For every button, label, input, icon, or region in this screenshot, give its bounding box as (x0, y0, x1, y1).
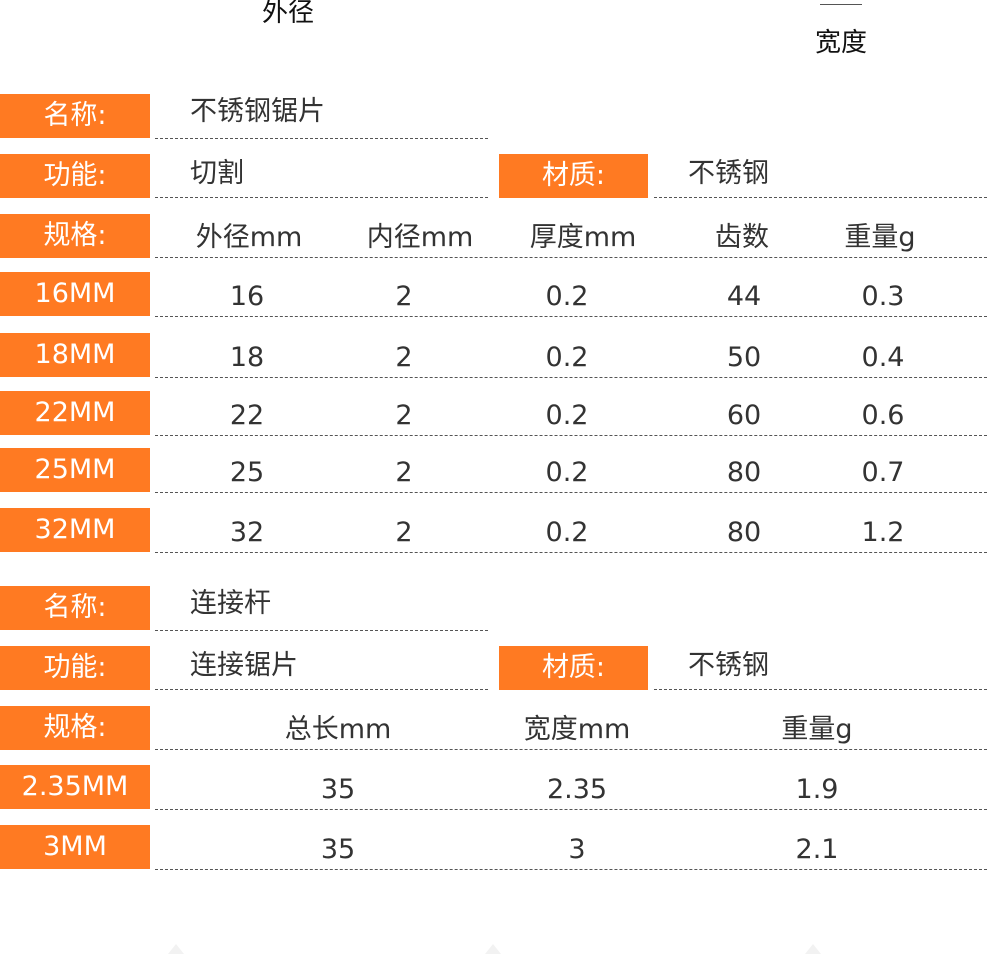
size-label: 2.35MM (0, 765, 150, 809)
table-cell: 0.2 (545, 400, 589, 431)
name-label: 名称: (0, 94, 150, 138)
size-label: 18MM (0, 333, 150, 377)
table-cell: 1.2 (861, 517, 905, 548)
table-cell: 44 (726, 281, 762, 312)
table-cell: 0.2 (545, 281, 589, 312)
table-cell: 80 (726, 457, 762, 488)
width-label: 宽度 (815, 28, 868, 58)
table-cell: 22 (229, 400, 265, 431)
spec-label: 规格: (0, 214, 150, 258)
table-cell: 0.4 (861, 342, 905, 373)
material-label: 材质: (499, 646, 648, 690)
table-cell: 2.35 (546, 774, 608, 805)
table-cell: 18 (229, 342, 265, 373)
column-header: 重量g (844, 222, 916, 253)
table-cell: 2 (395, 281, 413, 312)
divider (155, 377, 987, 378)
divider (155, 809, 987, 810)
size-label: 16MM (0, 272, 150, 316)
size-label: 32MM (0, 508, 150, 552)
divider (654, 197, 987, 198)
divider (155, 197, 488, 198)
table-cell: 2 (395, 457, 413, 488)
table-cell: 16 (229, 281, 265, 312)
spec-label: 规格: (0, 706, 150, 750)
table-cell: 60 (726, 400, 762, 431)
divider (155, 552, 987, 553)
divider (155, 435, 987, 436)
width-dimension-line (820, 4, 862, 5)
table-cell: 3 (568, 834, 586, 865)
table-cell: 0.6 (861, 400, 905, 431)
table-cell: 32 (229, 517, 265, 548)
outer-diameter-label: 外径 (262, 0, 315, 28)
column-header: 厚度mm (529, 222, 637, 253)
function-label: 功能: (0, 154, 150, 198)
name-value: 连接杆 (190, 588, 271, 619)
table-cell: 0.7 (861, 457, 905, 488)
column-header: 外径mm (195, 222, 303, 253)
column-header: 齿数 (715, 222, 769, 253)
material-value: 不锈钢 (688, 650, 769, 681)
column-header: 重量g (781, 714, 853, 745)
divider (155, 630, 488, 631)
table-cell: 50 (726, 342, 762, 373)
name-value: 不锈钢锯片 (190, 96, 325, 127)
material-value: 不锈钢 (688, 158, 769, 189)
decor-triangle (168, 944, 184, 954)
table-cell: 0.2 (545, 457, 589, 488)
table-cell: 2 (395, 342, 413, 373)
decor-triangle (805, 944, 821, 954)
size-label: 3MM (0, 825, 150, 869)
function-value: 切割 (190, 158, 244, 189)
table-cell: 0.2 (545, 517, 589, 548)
material-label: 材质: (499, 154, 648, 198)
size-label: 22MM (0, 391, 150, 435)
divider (654, 689, 987, 690)
table-cell: 35 (320, 774, 356, 805)
divider (155, 257, 987, 258)
table-cell: 2.1 (795, 834, 839, 865)
table-cell: 0.2 (545, 342, 589, 373)
column-header: 总长mm (284, 714, 392, 745)
column-header: 内径mm (366, 222, 474, 253)
table-cell: 2 (395, 400, 413, 431)
table-cell: 80 (726, 517, 762, 548)
divider (155, 316, 987, 317)
divider (155, 749, 987, 750)
column-header: 宽度mm (523, 714, 631, 745)
decor-triangle (485, 944, 501, 954)
divider (155, 492, 987, 493)
table-cell: 1.9 (795, 774, 839, 805)
table-cell: 35 (320, 834, 356, 865)
divider (155, 869, 987, 870)
table-cell: 2 (395, 517, 413, 548)
size-label: 25MM (0, 448, 150, 492)
divider (155, 138, 488, 139)
name-label: 名称: (0, 586, 150, 630)
table-cell: 25 (229, 457, 265, 488)
function-label: 功能: (0, 646, 150, 690)
table-cell: 0.3 (861, 281, 905, 312)
function-value: 连接锯片 (190, 650, 298, 681)
divider (155, 689, 488, 690)
